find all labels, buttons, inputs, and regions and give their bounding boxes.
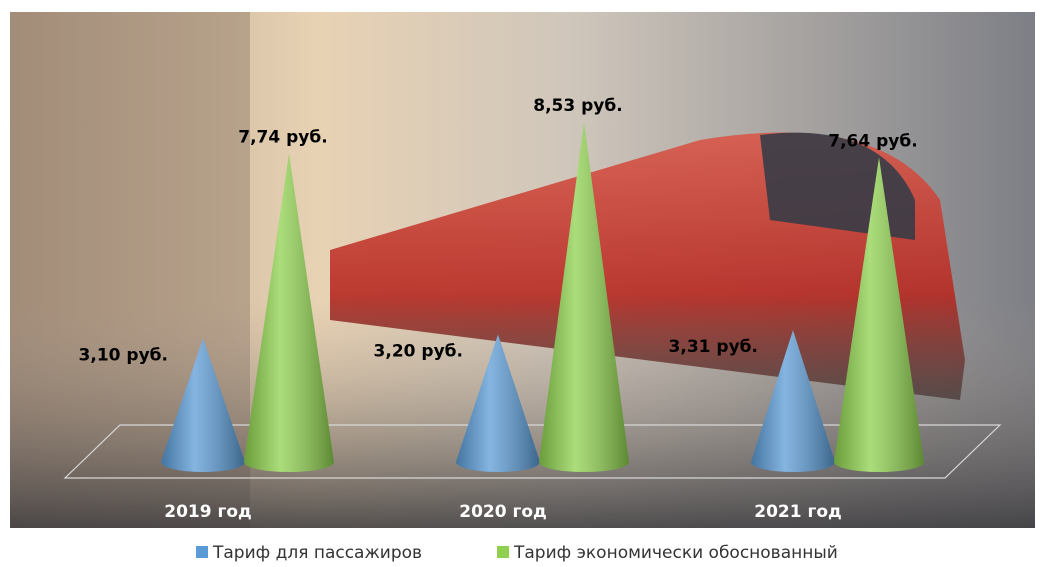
legend-label: Тариф экономически обоснованный (513, 543, 838, 563)
x-tick-label: 2021 год (754, 502, 842, 522)
legend-swatch (497, 546, 509, 558)
cone-shading (539, 122, 629, 472)
value-label: 3,20 руб. (374, 341, 463, 361)
floor (63, 424, 1002, 479)
cone-shading (456, 334, 540, 472)
cone-shading (834, 157, 924, 472)
value-label: 7,74 руб. (238, 127, 327, 147)
value-label: 8,53 руб. (533, 96, 622, 116)
value-label: 7,64 руб. (828, 131, 917, 151)
value-label: 3,10 руб. (79, 345, 168, 365)
value-label: 3,31 руб. (669, 337, 758, 357)
cone-shading (161, 338, 245, 472)
cone-shading (751, 330, 835, 472)
legend: Тариф для пассажиров Тариф экономически о… (196, 543, 838, 563)
x-tick-label: 2020 год (459, 502, 547, 522)
legend-swatch (196, 546, 208, 558)
cone-shading (244, 153, 334, 472)
x-tick-label: 2019 год (164, 502, 252, 522)
legend-label: Тариф для пассажиров (212, 543, 422, 563)
